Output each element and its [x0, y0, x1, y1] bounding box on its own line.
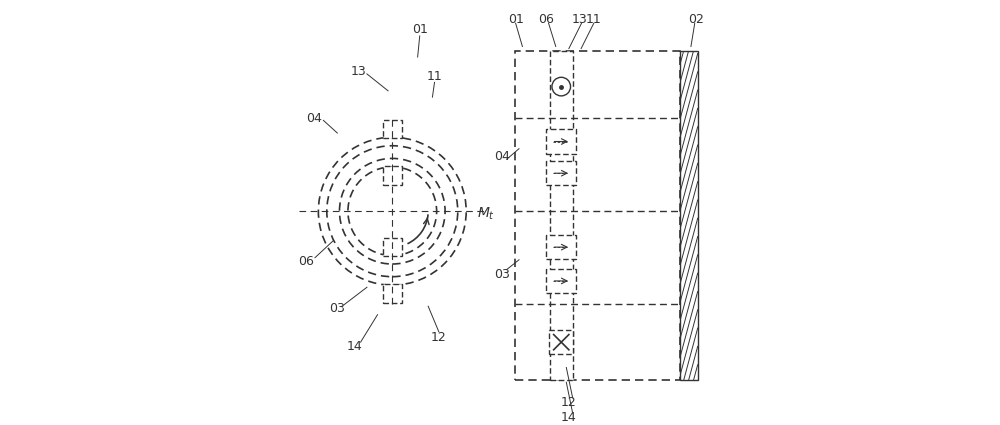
Bar — [549, 330, 573, 354]
Bar — [383, 238, 402, 256]
Bar — [383, 119, 402, 138]
Text: 14: 14 — [561, 411, 576, 424]
Text: 11: 11 — [427, 70, 442, 82]
Text: 02: 02 — [688, 12, 704, 26]
Bar — [383, 166, 402, 184]
Bar — [546, 269, 576, 293]
Text: 12: 12 — [561, 396, 576, 409]
Text: 04: 04 — [494, 150, 510, 163]
Text: 01: 01 — [508, 12, 524, 26]
Bar — [383, 284, 402, 303]
Bar — [546, 129, 576, 154]
Text: 11: 11 — [586, 12, 602, 26]
Text: 12: 12 — [431, 332, 447, 344]
Bar — [546, 161, 576, 185]
Text: 06: 06 — [298, 255, 314, 269]
Bar — [680, 51, 698, 380]
Text: 03: 03 — [329, 302, 345, 315]
Text: 13: 13 — [572, 12, 587, 26]
Text: 06: 06 — [538, 12, 554, 26]
Text: 04: 04 — [306, 112, 322, 125]
Bar — [550, 51, 573, 380]
Text: $M_t$: $M_t$ — [477, 205, 495, 221]
Text: 01: 01 — [412, 23, 428, 36]
Text: 14: 14 — [346, 340, 362, 353]
Bar — [546, 235, 576, 259]
Bar — [515, 51, 680, 380]
Bar — [680, 51, 698, 380]
Text: 13: 13 — [351, 65, 366, 78]
Text: 03: 03 — [494, 268, 510, 281]
